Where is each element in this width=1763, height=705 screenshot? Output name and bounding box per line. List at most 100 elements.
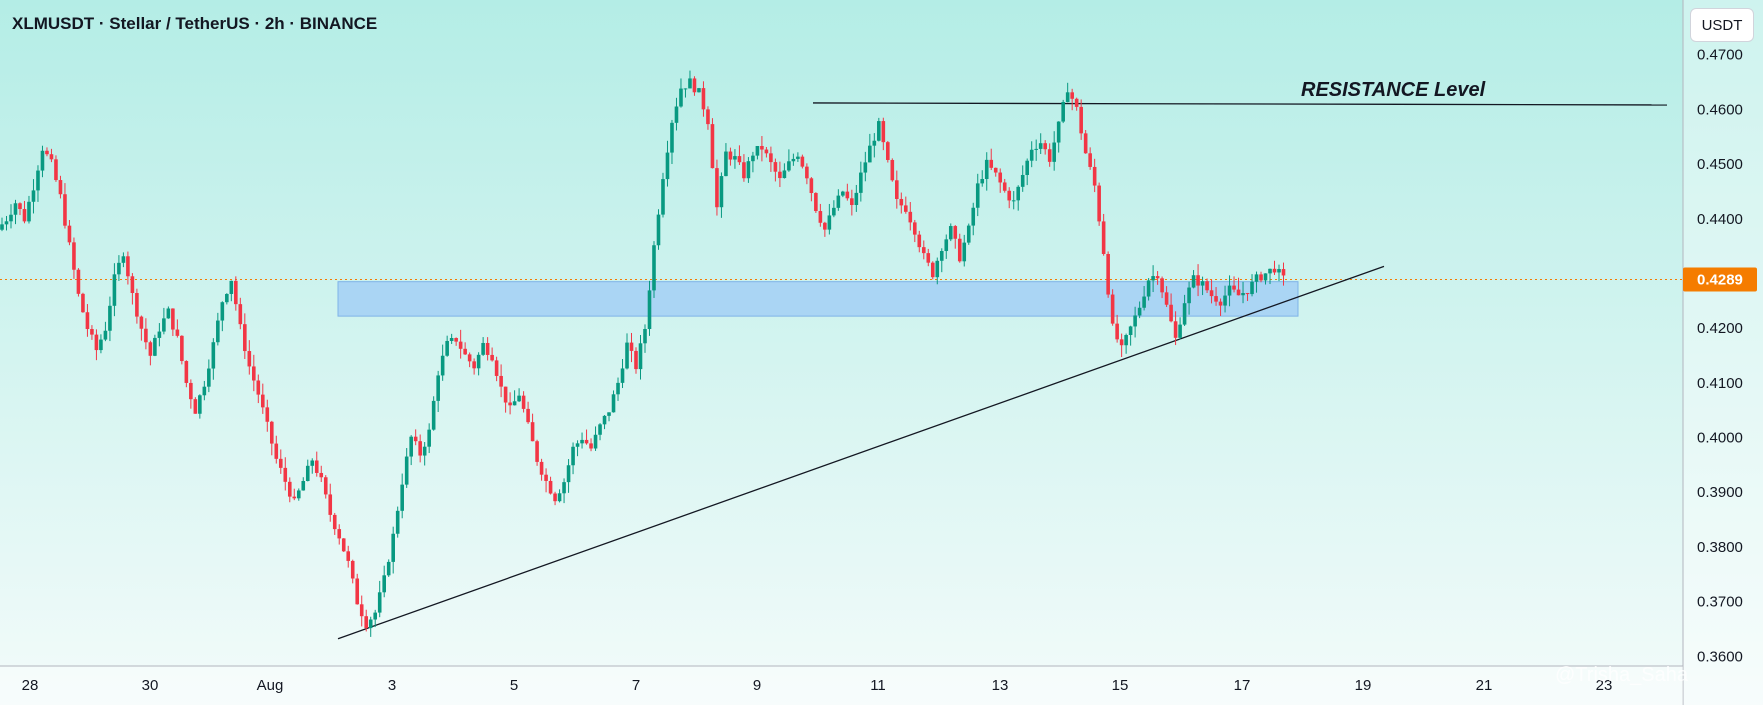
candle[interactable] — [1137, 301, 1142, 319]
candle[interactable] — [1250, 274, 1254, 297]
candle[interactable] — [1133, 306, 1137, 338]
candle[interactable] — [1043, 140, 1047, 155]
candle[interactable] — [404, 448, 409, 488]
candle[interactable] — [1214, 287, 1218, 306]
candle[interactable] — [1083, 129, 1088, 154]
candle[interactable] — [993, 167, 998, 177]
candle[interactable] — [454, 337, 458, 346]
candle[interactable] — [1092, 158, 1097, 193]
candle[interactable] — [1097, 182, 1101, 226]
candle[interactable] — [63, 183, 67, 229]
candle[interactable] — [1070, 88, 1074, 111]
candle[interactable] — [1259, 271, 1263, 283]
candle[interactable] — [1110, 289, 1115, 326]
candle[interactable] — [571, 442, 575, 475]
candle[interactable] — [1196, 264, 1200, 297]
candle[interactable] — [54, 155, 58, 182]
candle[interactable] — [364, 609, 369, 632]
candle[interactable] — [548, 476, 553, 495]
candle[interactable] — [769, 146, 773, 172]
candle[interactable] — [1160, 276, 1164, 299]
candle[interactable] — [926, 248, 931, 267]
candle[interactable] — [81, 292, 85, 313]
candle[interactable] — [647, 280, 652, 336]
candle[interactable] — [252, 354, 256, 392]
candle[interactable] — [243, 313, 247, 359]
candle[interactable] — [350, 559, 355, 584]
candle[interactable] — [854, 184, 859, 212]
candle[interactable] — [710, 118, 715, 169]
candle[interactable] — [1254, 271, 1259, 293]
candle[interactable] — [481, 337, 485, 356]
candle[interactable] — [431, 396, 436, 431]
candle[interactable] — [490, 347, 494, 362]
candle[interactable] — [467, 352, 472, 368]
candle[interactable] — [1101, 213, 1106, 256]
currency-button[interactable]: USDT — [1690, 8, 1754, 42]
candle[interactable] — [1124, 333, 1128, 354]
candle[interactable] — [859, 161, 863, 202]
candle[interactable] — [728, 147, 733, 166]
candle[interactable] — [323, 475, 328, 499]
candle[interactable] — [863, 151, 868, 182]
candle[interactable] — [211, 338, 216, 380]
candle[interactable] — [1155, 271, 1160, 285]
candle[interactable] — [76, 268, 81, 297]
candle[interactable] — [1205, 278, 1209, 294]
candle[interactable] — [787, 149, 791, 172]
candle[interactable] — [72, 237, 76, 279]
candle[interactable] — [719, 172, 724, 218]
candle[interactable] — [1164, 286, 1169, 307]
candle[interactable] — [701, 81, 706, 117]
candle[interactable] — [27, 195, 31, 224]
candle[interactable] — [305, 459, 310, 482]
candle[interactable] — [229, 280, 234, 302]
candle[interactable] — [180, 335, 184, 365]
candle[interactable] — [814, 192, 818, 213]
candle[interactable] — [737, 145, 742, 165]
candle[interactable] — [589, 438, 593, 452]
candle[interactable] — [688, 70, 692, 89]
time-axis-panel[interactable] — [0, 666, 1683, 705]
candle[interactable] — [692, 76, 697, 96]
candle[interactable] — [971, 202, 976, 236]
candle[interactable] — [422, 442, 427, 466]
candle[interactable] — [1178, 317, 1182, 340]
ascending-trendline[interactable] — [337, 265, 1385, 640]
candle[interactable] — [629, 332, 634, 363]
candle[interactable] — [193, 397, 198, 414]
candle[interactable] — [1025, 158, 1030, 186]
candle[interactable] — [1038, 133, 1043, 154]
candle[interactable] — [868, 133, 872, 163]
candle[interactable] — [274, 435, 279, 464]
candle[interactable] — [476, 352, 481, 376]
candle[interactable] — [1191, 270, 1196, 289]
candle[interactable] — [292, 488, 297, 501]
candle[interactable] — [341, 538, 346, 553]
candle[interactable] — [171, 308, 175, 337]
candle[interactable] — [67, 219, 72, 246]
candle[interactable] — [121, 252, 126, 268]
candle[interactable] — [611, 390, 616, 413]
candle[interactable] — [94, 329, 99, 361]
candle[interactable] — [373, 609, 378, 628]
candle[interactable] — [517, 388, 521, 403]
candle[interactable] — [903, 196, 908, 214]
candle[interactable] — [670, 119, 674, 164]
candle[interactable] — [103, 321, 108, 342]
candle[interactable] — [494, 356, 499, 382]
candle[interactable] — [930, 261, 935, 280]
candle[interactable] — [1200, 276, 1205, 296]
candle[interactable] — [944, 234, 949, 259]
candle[interactable] — [1029, 141, 1034, 168]
candle[interactable] — [126, 251, 130, 285]
candle[interactable] — [557, 489, 562, 503]
candle[interactable] — [764, 147, 769, 158]
price-axis-panel[interactable] — [1683, 0, 1763, 705]
candle[interactable] — [1047, 143, 1052, 167]
candle[interactable] — [544, 468, 548, 493]
candle[interactable] — [957, 233, 962, 263]
candle[interactable] — [1173, 311, 1178, 346]
candle[interactable] — [512, 390, 517, 406]
candle[interactable] — [521, 391, 526, 413]
